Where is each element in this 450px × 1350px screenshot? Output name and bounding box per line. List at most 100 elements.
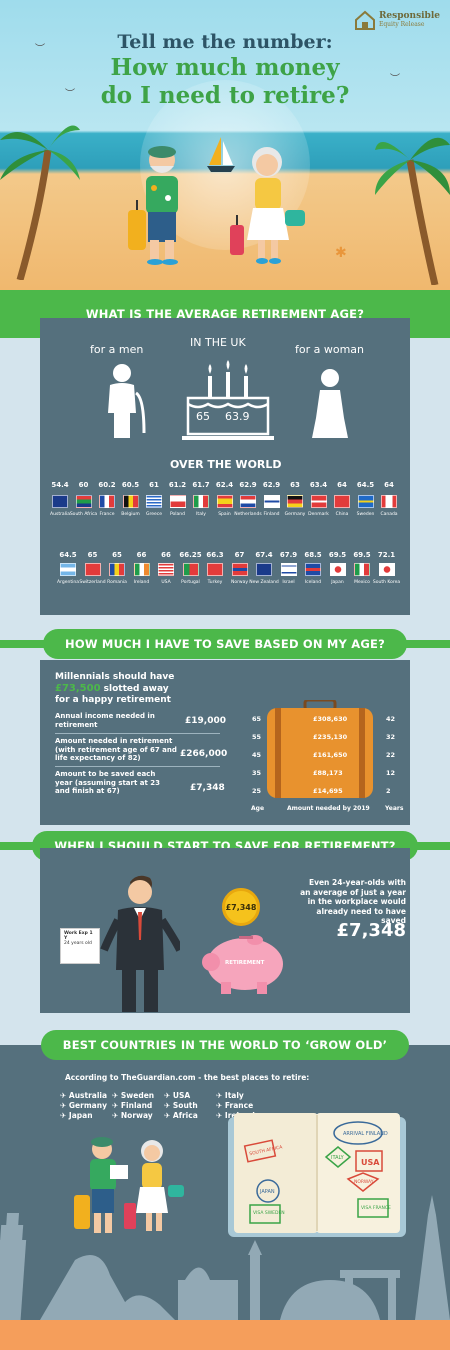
col-years-label: Years [385,805,404,812]
hero-title-line2: How much money [110,54,340,81]
best-country-item: ✈ Italy [216,1091,244,1100]
start-saving-text: Even 24-year-olds with an average of jus… [300,878,406,925]
flag-israel-icon [280,563,297,576]
best-country-name: South [172,1101,198,1110]
country-name: Argentina [57,580,79,585]
plane-icon: ✈ [216,1111,225,1120]
flag-italy-icon [193,495,209,508]
save-by-age-panel: Millennials should have £73,500 slotted … [40,660,410,825]
flag-new-zealand-icon [256,563,272,576]
country-name: South Africa [69,512,98,517]
country-name: Greece [145,512,163,517]
plane-icon: ✈ [164,1091,173,1100]
country-age: 68.5 [304,551,322,559]
country-name: Spain [218,512,231,517]
start-saving-amount: £7,348 [336,920,406,941]
country-name: Australia [50,512,70,517]
millennials-intro-line2: slotted away [100,684,169,694]
retirement-age-panel: for a men IN THE UK for a woman 65 63.9 [40,318,410,615]
country-age: 66.25 [179,551,202,559]
amount-needed-value: £266,000 [180,749,228,759]
country-age: 67.4 [255,551,273,559]
sailboat-icon [207,137,235,172]
country-name: Turkey [207,580,223,585]
save-by-age-header: HOW MUCH I HAVE TO SAVE BASED ON MY AGE? [43,629,407,659]
flag-portugal-icon [182,563,199,576]
country-name: Netherlands [234,512,262,517]
best-countries-header: BEST COUNTRIES IN THE WORLD TO ‘GROW OLD… [40,1030,410,1060]
man-icon [108,364,146,438]
flag-norway-icon [231,563,248,576]
country-name: Israel [282,580,295,585]
birds-icon: ︶ [35,44,45,55]
save-each-year-label: Amount to be saved each year (assuming s… [55,770,161,795]
svg-text:VISA FRANCE: VISA FRANCE [361,1205,391,1211]
piggy-label: RETIREMENT [225,960,265,966]
col-amount-label: Amount needed by 2019 [287,805,370,812]
hero-title-line3: do I need to retire? [100,82,350,109]
flag-spain-icon [216,495,233,508]
retirement-age-section: WHAT IS THE AVERAGE RETIREMENT AGE? for … [0,290,450,620]
country-age: 66 [136,551,147,559]
flag-australia-icon [52,495,68,508]
svg-text:ARRIVAL FINLAND: ARRIVAL FINLAND [343,1131,388,1137]
resume-line1: Work Exp 1 Y [64,931,93,941]
flag-japan-icon [329,563,346,576]
brand-logo[interactable]: Responsible Equity Release [354,10,440,30]
plane-icon: ✈ [112,1101,121,1110]
best-country-name: Germany [68,1101,107,1110]
country-name: France [99,512,115,517]
country-name: China [335,512,349,517]
best-countries-section: BEST COUNTRIES IN THE WORLD TO ‘GROW OLD… [0,1025,450,1350]
country-age: 69.5 [353,551,371,559]
coin-amount: £7,348 [225,902,257,912]
flag-finland-icon [263,495,280,508]
country-name: USA [161,580,171,585]
country-name: Poland [169,512,186,517]
hero-title-line1: Tell me the number: [117,31,333,53]
country-name: Iceland [304,580,322,585]
landmarks-skyline [0,1195,450,1320]
table-cell-age: 65 [252,715,262,723]
flag-germany-icon [287,495,303,508]
country-name: Japan [331,580,344,585]
country-name: Switzerland [79,580,106,585]
flag-denmark-icon [310,495,327,508]
house-icon [354,10,375,30]
flag-greece-icon [146,495,162,508]
country-age: 60.2 [98,481,116,489]
hero-section: Responsible Equity Release Tell me the n… [0,0,450,290]
suitcase-icon [267,700,373,798]
flag-canada-icon [381,495,397,508]
svg-text:USA: USA [361,1158,380,1167]
seniors-travel-illustration [74,1137,184,1233]
flag-switzerland-icon [84,563,101,576]
flag-romania-icon [109,563,125,576]
flag-ireland-icon [133,563,150,576]
amount-needed-label: Amount needed in retirement (with retire… [55,737,177,762]
country-age: 65 [87,551,98,559]
plane-icon: ✈ [60,1111,69,1120]
starfish-icon: ✱ [335,245,347,261]
plane-icon: ✈ [164,1101,173,1110]
country-name: Mexico [354,580,370,585]
table-cell-amount: £308,630 [313,715,348,723]
save-each-year-value: £7,348 [190,783,225,793]
table-cell-years: 22 [386,751,396,759]
cake-icon [182,360,274,440]
best-country-name: USA [172,1091,191,1100]
best-country-item: ✈ South [164,1101,198,1110]
plane-icon: ✈ [60,1101,69,1110]
best-country-name: Japan [68,1111,93,1120]
birds-icon: ︶ [390,74,400,85]
country-name: Portugal [181,580,200,585]
world-label: OVER THE WORLD [170,458,282,471]
flag-argentina-icon [60,563,76,576]
table-cell-years: 12 [386,769,396,777]
table-cell-amount: £14,695 [313,787,343,795]
country-age: 72.1 [377,551,396,559]
best-country-item: ✈ Sweden [112,1091,154,1100]
passport-illustration: SOUTH AFRICA JAPAN VISA SWEDEN ARRIVAL F… [228,1113,406,1237]
svg-text:VISA SWEDEN: VISA SWEDEN [253,1210,285,1216]
start-saving-panel: Work Exp 1 Y 24 years old £7,348 [40,848,410,1013]
